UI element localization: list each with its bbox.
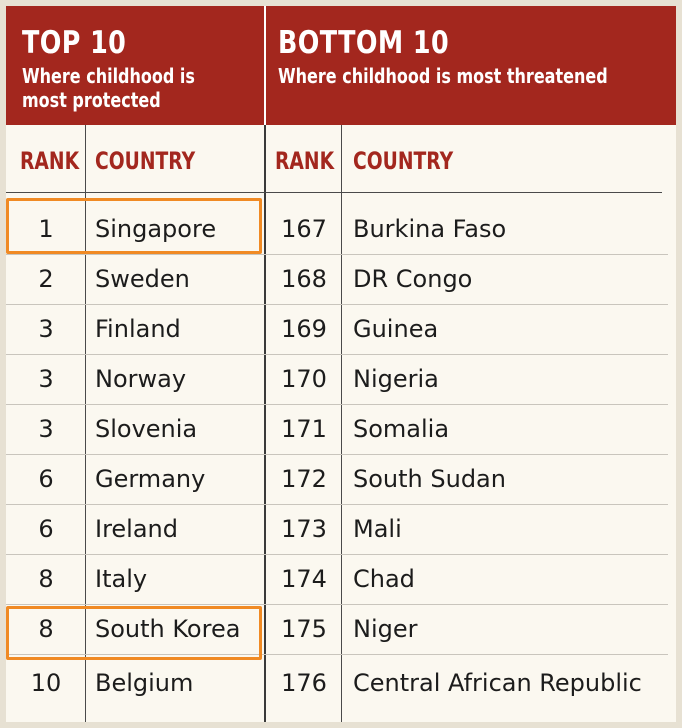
header-divider [264, 6, 266, 125]
bottom-rank: 168 [281, 265, 327, 293]
top-subtitle-line1: Where childhood is [22, 64, 195, 88]
bottom-country: Chad [353, 565, 415, 593]
bottom-country: DR Congo [353, 265, 473, 293]
bottom-rank: 169 [281, 315, 327, 343]
top-rank-header: RANK [20, 147, 80, 175]
right-column-divider [341, 125, 342, 722]
bottom-rank: 175 [281, 615, 327, 643]
top-rank: 8 [38, 565, 54, 593]
header-rule [6, 192, 662, 193]
top-country: South Korea [95, 615, 241, 643]
top-country-header: COUNTRY [95, 147, 196, 175]
bottom-country-header: COUNTRY [353, 147, 454, 175]
center-divider [264, 125, 266, 722]
top-rank: 1 [38, 215, 54, 243]
top-country: Sweden [95, 265, 190, 293]
row-separator [6, 454, 668, 455]
top-rank: 10 [30, 669, 62, 697]
row-separator [264, 254, 668, 255]
top-rank: 3 [38, 415, 54, 443]
top-country: Belgium [95, 669, 194, 697]
left-column-divider [85, 125, 86, 722]
top-rank: 3 [38, 365, 54, 393]
row-separator [6, 504, 668, 505]
top-rank: 6 [38, 465, 54, 493]
top-title: TOP 10 [22, 25, 127, 61]
table-header-banner: TOP 10 Where childhood is most protected… [6, 6, 676, 125]
row-separator [6, 354, 668, 355]
table-row: 10 Belgium 176 Central African Republic [6, 658, 676, 708]
bottom-country: Mali [353, 515, 402, 543]
row-separator [6, 304, 668, 305]
top-country: Finland [95, 315, 181, 343]
top-country: Slovenia [95, 415, 198, 443]
table-row: 3 Slovenia 171 Somalia [6, 404, 676, 454]
row-separator [6, 554, 668, 555]
row-separator [6, 254, 264, 255]
ranking-table: TOP 10 Where childhood is most protected… [6, 6, 676, 722]
top-country: Norway [95, 365, 187, 393]
bottom-country: Nigeria [353, 365, 439, 393]
bottom-country: Burkina Faso [353, 215, 507, 243]
bottom-rank: 172 [281, 465, 327, 493]
bottom-country: Niger [353, 615, 418, 643]
table-row: 6 Ireland 173 Mali [6, 504, 676, 554]
bottom-country: Somalia [353, 415, 450, 443]
bottom-country: South Sudan [353, 465, 506, 493]
row-separator [6, 604, 668, 605]
row-separator [6, 404, 668, 405]
top-country: Germany [95, 465, 206, 493]
table-row: 8 Italy 174 Chad [6, 554, 676, 604]
bottom-rank: 176 [281, 669, 327, 697]
top-country: Ireland [95, 515, 179, 543]
bottom-rank: 174 [281, 565, 327, 593]
top-rank: 2 [38, 265, 54, 293]
table-row: 2 Sweden 168 DR Congo [6, 254, 676, 304]
table-row: 8 South Korea 175 Niger [6, 604, 676, 654]
bottom-country: Central African Republic [353, 669, 642, 697]
bottom-rank-header: RANK [275, 147, 335, 175]
bottom-rank: 171 [281, 415, 327, 443]
row-separator [6, 654, 668, 655]
top-country: Singapore [95, 215, 217, 243]
bottom-country: Guinea [353, 315, 439, 343]
bottom-title: BOTTOM 10 [278, 25, 450, 61]
table-row: 3 Finland 169 Guinea [6, 304, 676, 354]
table-row: 3 Norway 170 Nigeria [6, 354, 676, 404]
bottom-rank: 170 [281, 365, 327, 393]
table-row: 6 Germany 172 South Sudan [6, 454, 676, 504]
top-rank: 3 [38, 315, 54, 343]
table-row: 1 Singapore 167 Burkina Faso [6, 204, 676, 254]
bottom-subtitle: Where childhood is most threatened [278, 64, 608, 88]
top-subtitle-line2: most protected [22, 88, 161, 112]
bottom-rank: 173 [281, 515, 327, 543]
top-rank: 6 [38, 515, 54, 543]
bottom-rank: 167 [281, 215, 327, 243]
top-country: Italy [95, 565, 148, 593]
top-rank: 8 [38, 615, 54, 643]
